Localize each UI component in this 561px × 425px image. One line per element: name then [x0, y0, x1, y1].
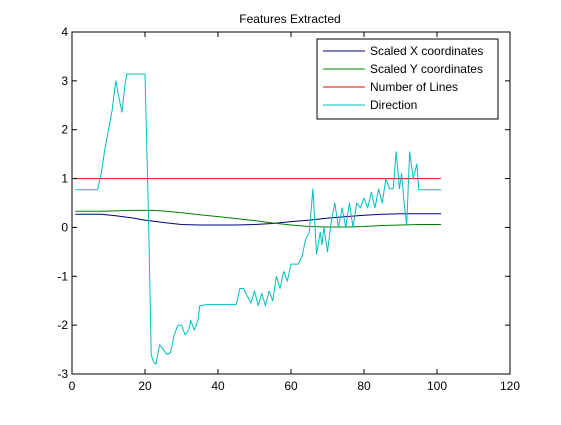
y-tick-label: 1: [61, 172, 68, 186]
y-tick-label: -1: [57, 269, 68, 283]
plot-area: [75, 73, 442, 365]
legend: Scaled X coordinates Scaled Y coordinates…: [316, 38, 499, 120]
legend-label-4: Direction: [370, 98, 417, 112]
x-tick-label: 40: [211, 379, 225, 393]
x-tick-label: 20: [138, 379, 152, 393]
legend-label-3: Number of Lines: [370, 80, 458, 94]
series-line-4: [75, 73, 442, 365]
x-tick-label: 0: [69, 379, 76, 393]
y-tick-label: 0: [61, 220, 68, 234]
legend-box: [316, 38, 499, 120]
legend-label-1: Scaled X coordinates: [370, 44, 483, 58]
x-tick-label: 80: [357, 379, 371, 393]
y-tick-label: 2: [61, 123, 68, 137]
x-tick-label: 60: [284, 379, 298, 393]
axes: 0 20 40 60 80 100 120 -3 -2 -1 0 1 2 3 4: [57, 25, 520, 393]
series-line-1: [75, 213, 442, 226]
y-tick-label: -3: [57, 367, 68, 381]
y-tick-label: -2: [57, 318, 68, 332]
legend-label-2: Scaled Y coordinates: [370, 62, 483, 76]
y-tick-label: 3: [61, 74, 68, 88]
x-tick-label: 100: [427, 379, 447, 393]
x-tick-label: 120: [500, 379, 520, 393]
series-line-2: [75, 209, 442, 228]
chart-title: Features Extracted: [239, 12, 340, 26]
y-tick-label: 4: [61, 25, 68, 39]
